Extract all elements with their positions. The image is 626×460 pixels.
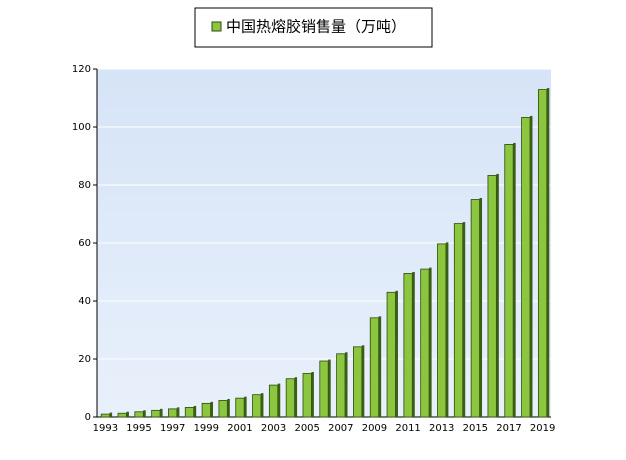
bar-side <box>328 359 331 417</box>
bar-side <box>193 405 197 417</box>
bar <box>386 291 396 418</box>
bar-side <box>311 372 314 417</box>
x-tick-label: 2013 <box>429 423 454 434</box>
bar-side <box>260 393 264 417</box>
bar <box>504 143 514 418</box>
bar-side <box>143 410 146 417</box>
bar <box>437 243 447 418</box>
bar <box>235 397 245 418</box>
bar <box>420 268 430 418</box>
x-tick-label: 2009 <box>362 423 387 434</box>
bar-side <box>412 271 415 417</box>
x-tick-label: 2011 <box>395 423 420 434</box>
bar-side <box>277 383 281 417</box>
bar-side <box>429 267 432 417</box>
bar <box>537 89 548 418</box>
bar-side <box>244 396 247 417</box>
x-tick-label: 2019 <box>530 423 555 434</box>
bar <box>521 117 531 418</box>
y-tick-label: 120 <box>72 64 91 75</box>
bar-side <box>496 173 499 417</box>
bar <box>403 273 413 418</box>
bar-side <box>176 407 180 417</box>
bar <box>453 223 464 418</box>
bar-side <box>529 115 533 418</box>
bar <box>302 373 312 418</box>
bar <box>134 411 144 418</box>
x-tick-label: 1997 <box>160 423 185 434</box>
y-tick-label: 80 <box>78 180 91 191</box>
bar-side <box>378 316 382 417</box>
bar-side <box>210 401 213 417</box>
bar-side <box>109 412 113 417</box>
bar <box>151 409 161 418</box>
bar-side <box>361 345 365 417</box>
legend-swatch <box>211 21 222 32</box>
bar <box>487 175 497 418</box>
bar-side <box>546 88 550 417</box>
bar <box>201 402 211 418</box>
x-tick-label: 2001 <box>227 423 252 434</box>
x-tick-label: 2005 <box>294 423 319 434</box>
bar <box>168 408 178 418</box>
x-tick-label: 2003 <box>261 423 286 434</box>
y-tick-label: 20 <box>78 354 91 365</box>
y-tick-label: 100 <box>72 122 91 133</box>
bar <box>252 394 262 418</box>
bar-side <box>395 290 398 417</box>
legend-label: 中国热熔胶销售量（万吨） <box>226 18 406 36</box>
bar-side <box>445 242 449 417</box>
y-tick-label: 60 <box>78 238 91 249</box>
bar-side <box>479 198 483 417</box>
bar <box>319 360 329 418</box>
bar <box>353 346 363 418</box>
legend-box <box>194 7 433 48</box>
bar-side <box>513 142 516 417</box>
bar-side <box>160 408 163 417</box>
bar-side <box>462 222 466 417</box>
x-tick-label: 1993 <box>93 423 118 434</box>
bar-side <box>294 377 298 417</box>
y-tick-label: 40 <box>78 296 91 307</box>
bar-side <box>126 411 129 417</box>
x-tick-label: 1999 <box>194 423 219 434</box>
bar-side <box>227 398 230 417</box>
x-tick-label: 2017 <box>496 423 521 434</box>
bar <box>218 400 228 418</box>
bar <box>268 384 279 418</box>
legend: 中国热熔胶销售量（万吨） <box>194 7 433 48</box>
x-tick-label: 2007 <box>328 423 353 434</box>
bar <box>470 199 480 418</box>
bar <box>336 353 346 418</box>
bar-side <box>345 352 348 417</box>
bar <box>117 412 127 418</box>
y-tick-label: 0 <box>85 412 91 423</box>
bar <box>100 413 111 418</box>
bar <box>184 407 195 418</box>
x-tick-label: 2015 <box>463 423 488 434</box>
bar <box>285 378 295 418</box>
x-tick-label: 1995 <box>126 423 151 434</box>
bar <box>369 317 380 418</box>
